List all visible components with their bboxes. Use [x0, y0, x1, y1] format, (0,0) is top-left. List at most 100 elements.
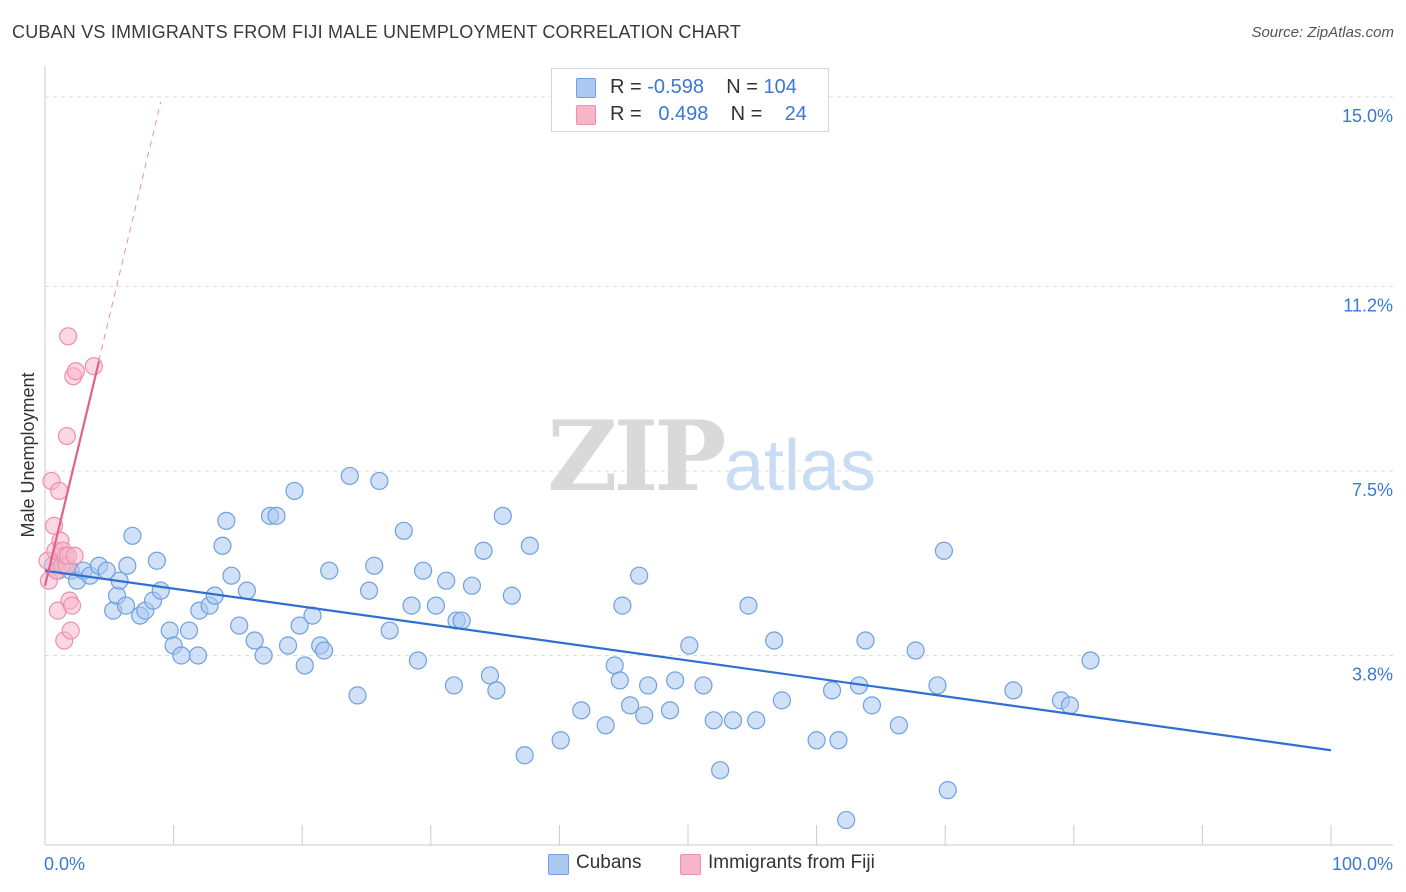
data-point-cubans [172, 646, 191, 665]
data-point-cubans [452, 611, 471, 630]
data-point-cubans [151, 581, 170, 600]
y-tick-label: 7.5% [1352, 480, 1393, 500]
data-point-cubans [402, 596, 421, 615]
data-point-cubans [747, 711, 766, 730]
legend-text-cubans: R = -0.598 N = 104 [610, 76, 797, 99]
data-point-fiji [65, 546, 84, 565]
data-point-cubans [551, 731, 570, 750]
data-point-cubans [596, 716, 615, 735]
trend-line-cubans [44, 569, 1332, 752]
data-point-cubans [426, 596, 446, 615]
legend-r-value-cubans: -0.598 [647, 76, 704, 98]
data-point-cubans [217, 511, 236, 530]
data-point-cubans [862, 696, 881, 715]
watermark-atlas: atlas [724, 426, 876, 506]
data-point-cubans [1060, 696, 1080, 715]
legend-r-label: R = [610, 103, 642, 125]
bottom-legend-swatch-cubans [548, 854, 569, 875]
data-point-cubans [889, 716, 909, 735]
data-point-cubans [772, 691, 791, 710]
data-point-cubans [245, 631, 264, 650]
data-point-cubans [807, 731, 826, 750]
data-point-cubans [285, 481, 304, 501]
data-point-cubans [520, 536, 539, 555]
data-point-cubans [1004, 681, 1023, 700]
y-axis-label: Male Unemployment [18, 372, 38, 537]
legend-text-fiji: R = 0.498 N = 24 [610, 103, 807, 126]
data-point-cubans [837, 810, 856, 830]
legend-n-value-fiji: 24 [784, 103, 807, 125]
x-tick-label-min: 0.0% [44, 854, 85, 874]
data-point-cubans [934, 541, 954, 560]
y-tick-label: 15.0% [1342, 106, 1393, 126]
data-point-cubans [340, 466, 359, 486]
data-point-cubans [474, 541, 493, 560]
data-point-cubans [704, 711, 723, 730]
watermark-zip: ZIP [547, 400, 724, 513]
data-point-cubans [160, 621, 179, 640]
data-point-cubans [694, 676, 713, 695]
bottom-legend-swatch-fiji [680, 854, 701, 875]
data-point-cubans [179, 621, 199, 640]
data-point-cubans [630, 566, 649, 585]
data-point-cubans [515, 746, 534, 765]
data-point-cubans [380, 621, 399, 640]
trend-lines [43, 101, 1332, 752]
data-point-cubans [493, 506, 512, 525]
data-point-cubans [822, 681, 842, 700]
data-point-cubans [487, 681, 506, 700]
data-point-cubans [213, 536, 232, 555]
y-tick-label: 11.2% [1343, 295, 1393, 315]
data-point-cubans [666, 671, 685, 690]
data-point-cubans [413, 561, 433, 580]
data-point-cubans [116, 596, 136, 615]
data-point-fiji [61, 621, 80, 640]
bottom-legend-label-cubans: Cubans [576, 852, 642, 873]
data-point-cubans [928, 676, 947, 695]
series-cubans [43, 466, 1100, 830]
correlation-legend: R = -0.598 N = 104 R = 0.498 N = 24 [551, 68, 829, 132]
series-fiji [38, 327, 103, 650]
data-point-cubans [370, 471, 389, 491]
data-point-cubans [680, 636, 699, 655]
data-point-cubans [938, 781, 957, 800]
data-point-cubans [118, 556, 137, 575]
data-point-cubans [123, 526, 142, 545]
axes [44, 66, 1393, 846]
chart-title: CUBAN VS IMMIGRANTS FROM FIJI MALE UNEMP… [12, 22, 742, 42]
data-point-cubans [1081, 651, 1100, 670]
data-point-cubans [610, 671, 629, 690]
data-point-cubans [267, 506, 286, 525]
data-point-cubans [408, 651, 428, 670]
data-point-cubans [444, 676, 464, 695]
data-point-cubans [765, 631, 784, 650]
watermark: ZIP atlas [547, 400, 876, 513]
legend-r-label: R = [610, 76, 642, 98]
data-point-fiji [66, 362, 85, 381]
data-point-cubans [660, 701, 680, 720]
data-point-cubans [348, 686, 367, 705]
data-point-cubans [502, 586, 521, 605]
data-point-cubans [462, 576, 482, 595]
data-point-cubans [237, 581, 257, 600]
grid-lines [45, 96, 1393, 656]
data-point-fiji [62, 596, 82, 615]
data-point-cubans [188, 646, 208, 665]
data-point-cubans [147, 551, 166, 570]
data-point-fiji [84, 357, 103, 376]
data-point-fiji [57, 426, 76, 446]
legend-n-value-cubans: 104 [763, 76, 797, 98]
data-point-cubans [739, 596, 758, 615]
y-tick-label: 3.8% [1352, 664, 1393, 684]
data-point-cubans [230, 616, 249, 635]
data-point-cubans [723, 711, 743, 730]
data-point-cubans [711, 761, 730, 780]
data-point-cubans [365, 556, 384, 575]
data-point-cubans [480, 666, 500, 685]
data-point-fiji [59, 327, 78, 346]
data-point-cubans [829, 731, 848, 750]
data-point-cubans [222, 566, 241, 585]
bottom-legend-label-fiji: Immigrants from Fiji [708, 852, 875, 873]
data-point-cubans [613, 596, 632, 615]
